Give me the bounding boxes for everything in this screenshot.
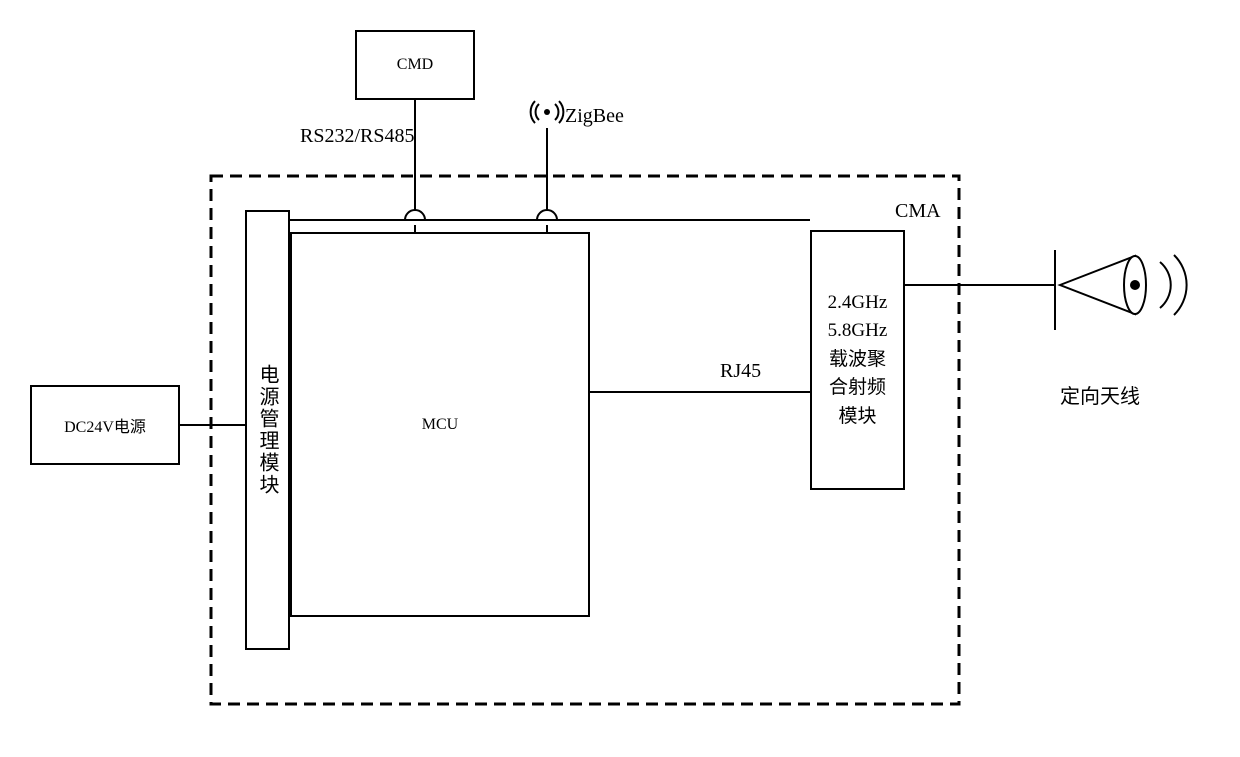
zigbee-antenna-icon (527, 92, 567, 132)
rf-block (810, 230, 905, 490)
dc24v-label: DC24V电源 (64, 413, 146, 437)
rs232-label: RS232/RS485 (300, 125, 414, 148)
antenna-label: 定向天线 (1060, 380, 1140, 409)
directional-antenna-icon (1055, 250, 1187, 330)
mcu-label: MCU (422, 416, 458, 434)
psu-label: 电源管理模块 (253, 364, 282, 496)
cmd-label: CMD (397, 56, 433, 74)
rj45-label: RJ45 (720, 360, 761, 383)
mcu-block: MCU (290, 232, 590, 617)
zigbee-label: ZigBee (565, 105, 624, 128)
cmd-block: CMD (355, 30, 475, 100)
dc24v-block: DC24V电源 (30, 385, 180, 465)
psu-block: 电源管理模块 (245, 210, 290, 650)
cma-label: CMA (895, 200, 941, 223)
